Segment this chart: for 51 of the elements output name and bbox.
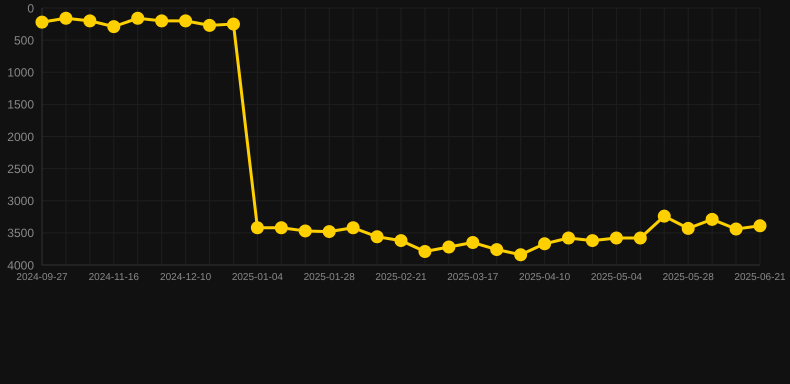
point: [418, 245, 432, 258]
y-tick-label: 500: [14, 33, 34, 48]
x-tick-label: 2025-06-21: [734, 272, 786, 284]
x-tick-label: 2025-05-28: [662, 272, 714, 284]
point: [155, 14, 168, 28]
y-tick-label: 2500: [7, 162, 34, 176]
point: [730, 222, 743, 236]
point: [586, 234, 599, 248]
point: [682, 222, 695, 235]
point: [538, 237, 552, 250]
x-tick-label: 2024-09-27: [16, 272, 68, 284]
point: [298, 224, 312, 238]
y-tick-label: 1000: [7, 66, 34, 80]
y-tick-label: 3000: [7, 194, 34, 208]
point: [131, 12, 144, 25]
y-tick-label: 2000: [7, 130, 34, 144]
point: [179, 14, 192, 28]
point: [706, 212, 719, 226]
point: [36, 16, 48, 29]
y-tick-label: 1500: [7, 98, 34, 112]
point: [250, 221, 264, 234]
x-tick-label: 2025-03-17: [447, 272, 499, 284]
point: [59, 12, 72, 25]
point: [83, 14, 96, 28]
point: [370, 230, 384, 244]
point: [466, 236, 480, 250]
point: [346, 221, 360, 234]
point: [394, 234, 408, 248]
y-tick-label: 3500: [7, 226, 34, 240]
x-tick-label: 2025-05-04: [590, 272, 642, 284]
point: [226, 18, 240, 31]
point: [754, 219, 766, 232]
x-tick-label: 2025-02-21: [375, 272, 428, 284]
y-tick-label: 4000: [7, 258, 34, 272]
x-tick-label: 2025-01-28: [304, 272, 356, 284]
point: [203, 18, 216, 32]
point: [634, 232, 647, 245]
x-tick-label: 2025-04-10: [519, 272, 571, 284]
point: [107, 20, 120, 34]
point: [322, 225, 336, 238]
y-tick-label: 0: [27, 1, 34, 16]
point: [562, 232, 576, 245]
point: [658, 210, 671, 223]
x-tick-label: 2025-01-04: [232, 272, 284, 284]
point: [610, 232, 623, 245]
point: [490, 243, 504, 256]
point: [514, 248, 528, 262]
x-tick-label: 2024-11-16: [88, 272, 140, 284]
x-tick-label: 2024-12-10: [160, 272, 212, 284]
point: [274, 221, 288, 234]
point: [442, 240, 456, 254]
